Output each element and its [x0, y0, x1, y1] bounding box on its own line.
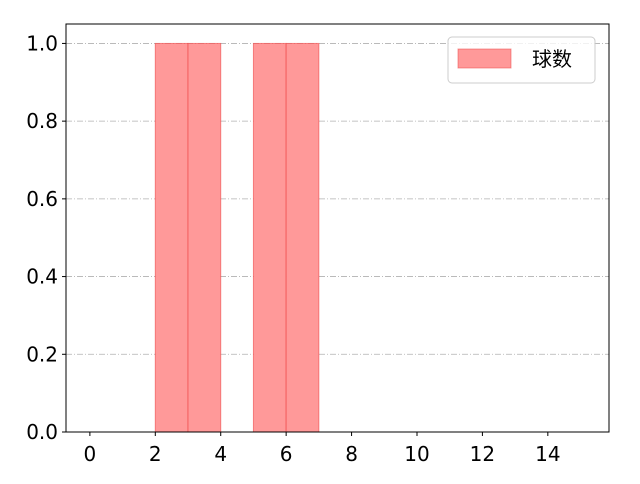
legend-swatch — [457, 48, 512, 69]
bar — [252, 42, 287, 433]
legend: 球数 — [447, 36, 596, 84]
bar — [285, 42, 320, 433]
x-tick-label: 6 — [280, 442, 293, 466]
plot-frame — [65, 23, 610, 433]
y-tick-label: 0.2 — [26, 342, 58, 366]
bar — [154, 42, 189, 433]
x-tick-label: 8 — [345, 442, 358, 466]
y-tick-label: 1.0 — [26, 31, 58, 55]
y-tick-label: 0.8 — [26, 109, 58, 133]
y-tick-label: 0.0 — [26, 420, 58, 444]
x-tick-label: 0 — [84, 442, 97, 466]
x-tick-label: 12 — [470, 442, 495, 466]
bars — [154, 42, 320, 433]
x-axis: 0 2 4 6 8 10 12 14 — [84, 432, 561, 466]
x-tick-label: 10 — [404, 442, 429, 466]
x-tick-label: 2 — [149, 442, 162, 466]
x-tick-label: 4 — [214, 442, 227, 466]
y-tick-label: 0.6 — [26, 187, 58, 211]
x-tick-label: 14 — [535, 442, 560, 466]
bar — [187, 42, 222, 433]
legend-label: 球数 — [532, 47, 572, 71]
y-tick-label: 0.4 — [26, 265, 58, 289]
grid — [66, 43, 609, 355]
y-axis: 0.0 0.2 0.4 0.6 0.8 1.0 — [26, 31, 66, 444]
